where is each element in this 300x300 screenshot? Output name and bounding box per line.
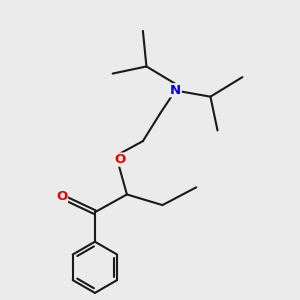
Text: N: N [170,84,181,97]
Text: O: O [56,190,68,203]
Text: O: O [114,153,125,166]
